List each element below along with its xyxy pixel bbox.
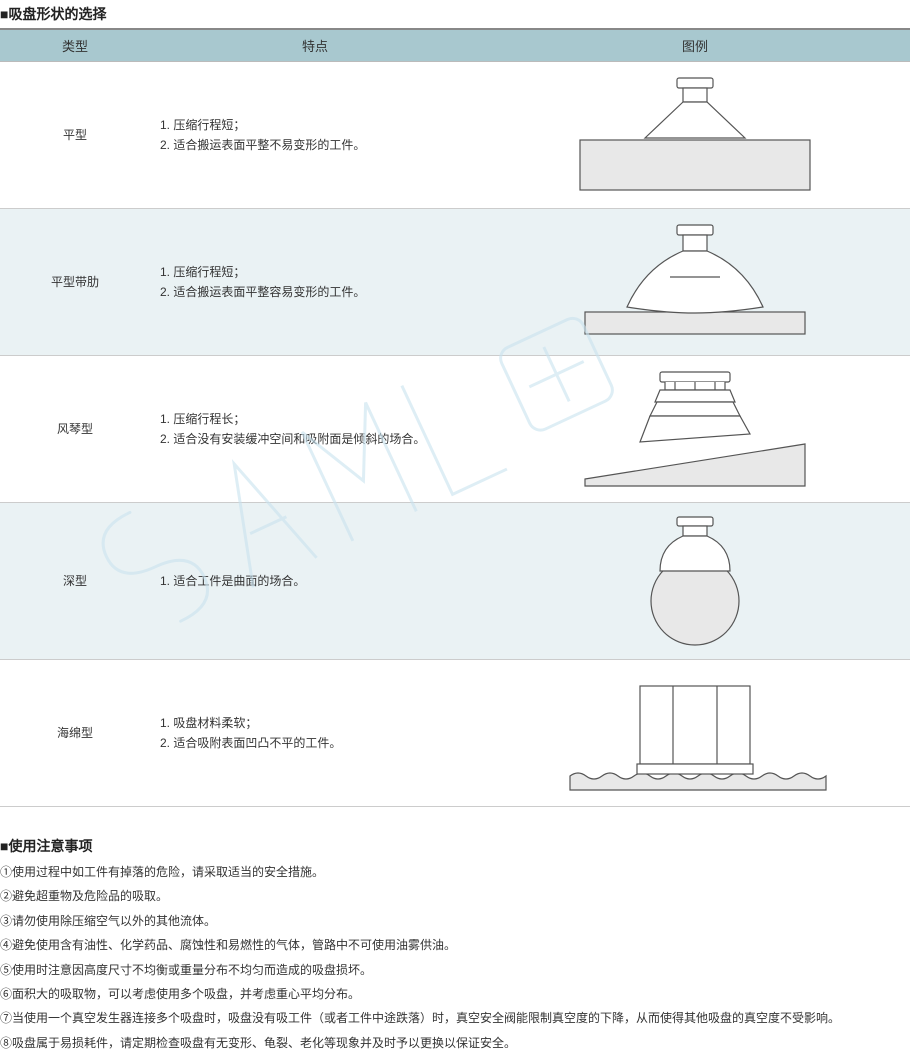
type-cell: 平型 xyxy=(0,62,150,209)
note-item: ⑥面积大的吸取物，可以考虑使用多个吸盘，并考虑重心平均分布。 xyxy=(0,982,910,1006)
diagram-cell xyxy=(480,209,910,356)
header-image: 图例 xyxy=(480,29,910,62)
feature-cell: 1. 适合工件是曲面的场合。 xyxy=(150,503,480,660)
diagram-cell xyxy=(480,62,910,209)
deep-pad-diagram xyxy=(565,511,825,651)
diagram-cell xyxy=(480,356,910,503)
bellows-pad-diagram xyxy=(565,364,825,494)
type-cell: 深型 xyxy=(0,503,150,660)
diagram-cell xyxy=(480,660,910,807)
feature-cell: 1. 压缩行程长； 2. 适合没有安装缓冲空间和吸附面是倾斜的场合。 xyxy=(150,356,480,503)
note-item: ①使用过程中如工件有掉落的危险，请采取适当的安全措施。 xyxy=(0,860,910,884)
section-title-shapes: ■吸盘形状的选择 xyxy=(0,0,910,28)
type-cell: 风琴型 xyxy=(0,356,150,503)
notes-list: ①使用过程中如工件有掉落的危险，请采取适当的安全措施。 ②避免超重物及危险品的吸… xyxy=(0,860,910,1055)
table-row: 海绵型 1. 吸盘材料柔软； 2. 适合吸附表面凹凸不平的工件。 xyxy=(0,660,910,807)
feature-cell: 1. 吸盘材料柔软； 2. 适合吸附表面凹凸不平的工件。 xyxy=(150,660,480,807)
table-row: 平型带肋 1. 压缩行程短； 2. 适合搬运表面平整容易变形的工件。 xyxy=(0,209,910,356)
diagram-cell xyxy=(480,503,910,660)
table-row: 平型 1. 压缩行程短； 2. 适合搬运表面平整不易变形的工件。 xyxy=(0,62,910,209)
section-title-notes: ■使用注意事项 xyxy=(0,832,910,860)
note-item: ⑦当使用一个真空发生器连接多个吸盘时，吸盘没有吸工件（或者工件中途跌落）时，真空… xyxy=(0,1006,910,1030)
flat-ribbed-pad-diagram xyxy=(565,217,825,347)
shape-selection-table: 类型 特点 图例 平型 1. 压缩行程短； 2. 适合搬运表面平整不易变形的工件… xyxy=(0,28,910,807)
table-row: 深型 1. 适合工件是曲面的场合。 xyxy=(0,503,910,660)
note-item: ④避免使用含有油性、化学药品、腐蚀性和易燃性的气体，管路中不可使用油雾供油。 xyxy=(0,933,910,957)
note-item: ⑧吸盘属于易损耗件，请定期检查吸盘有无变形、龟裂、老化等现象并及时予以更换以保证… xyxy=(0,1031,910,1055)
feature-cell: 1. 压缩行程短； 2. 适合搬运表面平整容易变形的工件。 xyxy=(150,209,480,356)
header-type: 类型 xyxy=(0,29,150,62)
type-cell: 平型带肋 xyxy=(0,209,150,356)
feature-cell: 1. 压缩行程短； 2. 适合搬运表面平整不易变形的工件。 xyxy=(150,62,480,209)
flat-pad-diagram xyxy=(565,70,825,200)
type-cell: 海绵型 xyxy=(0,660,150,807)
table-row: 风琴型 1. 压缩行程长； 2. 适合没有安装缓冲空间和吸附面是倾斜的场合。 xyxy=(0,356,910,503)
sponge-pad-diagram xyxy=(555,668,835,798)
header-feature: 特点 xyxy=(150,29,480,62)
note-item: ③请勿使用除压缩空气以外的其他流体。 xyxy=(0,909,910,933)
note-item: ②避免超重物及危险品的吸取。 xyxy=(0,884,910,908)
note-item: ⑤使用时注意因高度尺寸不均衡或重量分布不均匀而造成的吸盘损坏。 xyxy=(0,958,910,982)
